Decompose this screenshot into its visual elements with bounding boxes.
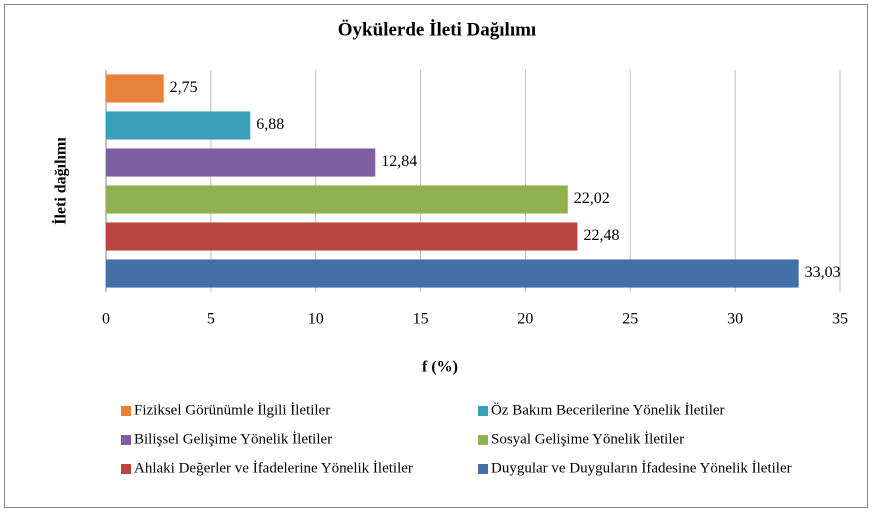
data-label: 6,88 <box>256 116 284 133</box>
legend-swatch <box>478 406 488 416</box>
y-axis-title: İleti dağılımı <box>51 137 70 225</box>
data-label: 22,48 <box>583 227 619 244</box>
legend-text: Ahlaki Değerler ve İfadelerine Yönelik İ… <box>134 460 413 476</box>
legend-swatch <box>121 435 131 445</box>
x-tick-label: 30 <box>727 311 743 328</box>
bar <box>106 74 164 103</box>
x-tick-label: 20 <box>517 311 533 328</box>
legend-text: Sosyal Gelişime Yönelik İletiler <box>491 431 684 447</box>
legend-swatch <box>478 464 488 474</box>
x-tick-label: 5 <box>207 311 215 328</box>
x-tick-label: 35 <box>832 311 848 328</box>
data-label: 12,84 <box>381 153 417 170</box>
legend-text: Duygular ve Duyguların İfadesine Yönelik… <box>491 460 792 476</box>
x-tick-label: 25 <box>622 311 638 328</box>
data-label: 22,02 <box>574 190 610 207</box>
bar <box>106 111 251 140</box>
legend-swatch <box>478 435 488 445</box>
legend-text: Fiziksel Görünümle İlgili İletiler <box>134 402 330 418</box>
x-axis-title: f (%) <box>422 359 458 376</box>
bar <box>106 185 568 214</box>
bar <box>106 148 376 177</box>
legend-swatch <box>121 406 131 416</box>
x-tick-label: 0 <box>102 311 110 328</box>
chart-title: Öykülerde İleti Dağılımı <box>338 19 536 40</box>
bar <box>106 222 578 251</box>
legend-swatch <box>121 464 131 474</box>
legend-text: Öz Bakım Becerilerine Yönelik İletiler <box>491 401 725 418</box>
x-tick-label: 15 <box>413 311 429 328</box>
legend-text: Bilişsel Gelişime Yönelik İletiler <box>134 431 332 447</box>
data-label: 33,03 <box>805 264 841 281</box>
bar <box>106 259 799 288</box>
data-label: 2,75 <box>170 79 198 96</box>
x-tick-label: 10 <box>308 311 324 328</box>
